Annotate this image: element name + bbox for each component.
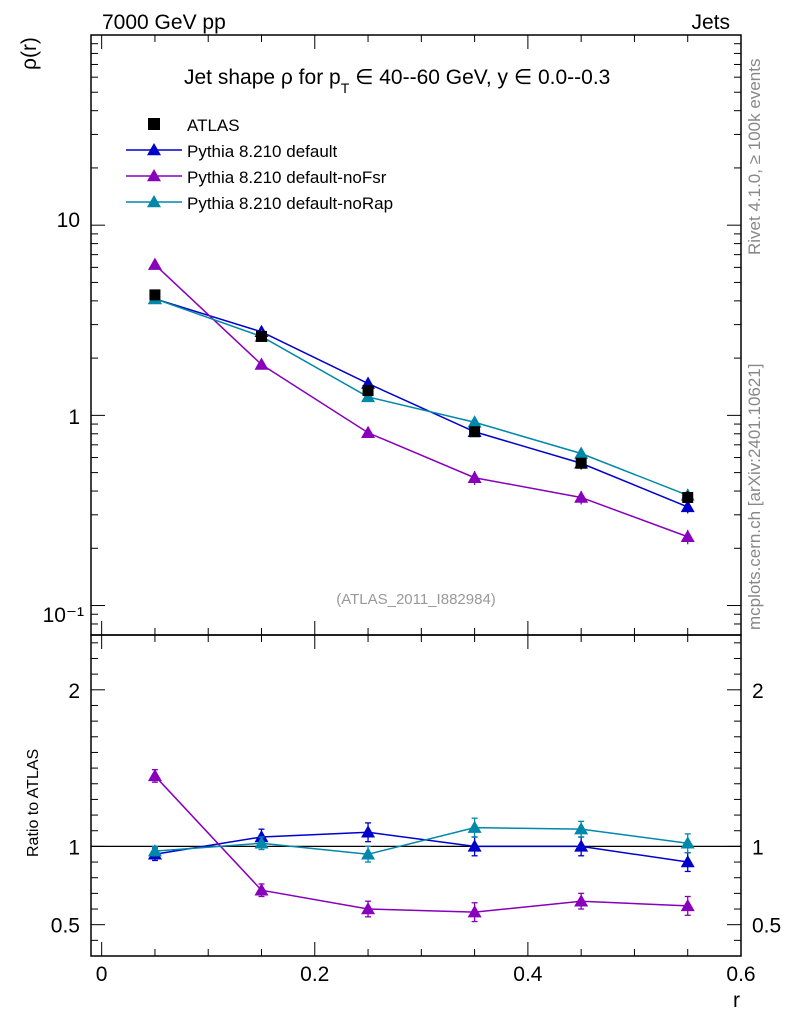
legend-marker (147, 195, 161, 208)
legend-marker (147, 143, 161, 156)
chart-title: Jet shape ρ for pT ∈ 40--60 GeV, y ∈ 0.0… (184, 66, 610, 96)
mcplots-label: mcplots.cern.ch [arXiv:2401.10621] (745, 364, 764, 630)
ratio-point-pythia-8-210-default-nofsr (254, 883, 269, 896)
ratio-point-pythia-8-210-default (574, 839, 589, 852)
ratio-point-pythia-8-210-default-nofsr (147, 768, 162, 782)
legend-label: Pythia 8.210 default-noRap (187, 194, 393, 213)
analysis-label: (ATLAS_2011_I882984) (336, 591, 496, 608)
y-tick-label-1: 1 (68, 406, 80, 429)
ratio-tick-labels: 0.5 0.5 1 1 2 2 (51, 680, 781, 938)
ratio-panel-frame (90, 634, 742, 957)
ratio-point-pythia-8-210-default-norap (574, 822, 589, 835)
ratio-line-pythia-8-210-default (154, 831, 688, 863)
data-point-atlas (575, 457, 587, 469)
ratio-y-axis-label: Ratio to ATLAS (25, 749, 42, 857)
point-pythia-8-210-default-nofsr (680, 529, 695, 542)
legend-label: Pythia 8.210 default-noFsr (187, 168, 387, 187)
data-point-atlas (362, 385, 374, 397)
header-right: Jets (691, 11, 730, 34)
point-pythia-8-210-default-nofsr (467, 470, 482, 483)
point-pythia-8-210-default (680, 499, 695, 513)
point-pythia-8-210-default-norap (467, 415, 482, 428)
ratio-tick-label-left: 2 (68, 680, 80, 703)
ratio-tick-label-right: 0.5 (752, 915, 781, 938)
point-pythia-8-210-default-nofsr (254, 357, 269, 370)
series-line-pythia-8-210-default-norap (154, 298, 688, 496)
series-line-pythia-8-210-default-nofsr (154, 264, 688, 538)
ratio-tick-label-right: 2 (752, 680, 764, 703)
data-point-atlas (469, 426, 481, 438)
legend-label: Pythia 8.210 default (187, 142, 338, 161)
legend-marker-atlas (148, 118, 160, 130)
x-tick-label: 0.2 (300, 963, 329, 986)
series-line-pythia-8-210-default (154, 298, 689, 508)
y-tick-label-10: 10 (57, 209, 80, 232)
x-tick-label: 0 (96, 963, 108, 986)
x-tick-label: 0.6 (726, 963, 755, 986)
point-pythia-8-210-default-nofsr (574, 490, 589, 503)
ratio-point-pythia-8-210-default-norap (680, 836, 695, 849)
ratio-point-pythia-8-210-default (254, 829, 269, 843)
legend-marker (147, 169, 161, 182)
data-point-atlas (682, 491, 694, 503)
data-point-atlas (149, 289, 161, 301)
ratio-point-pythia-8-210-default-nofsr (680, 898, 695, 912)
ratio-point-pythia-8-210-default-norap (467, 820, 482, 833)
ratio-point-pythia-8-210-default (467, 839, 482, 852)
point-pythia-8-210-default-norap (574, 446, 589, 459)
axis-ticks (91, 34, 742, 956)
data-point-atlas (255, 330, 267, 342)
ratio-line-pythia-8-210-default-norap (154, 826, 688, 855)
rivet-label: Rivet 4.1.0, ≥ 100k events (745, 59, 764, 255)
ratio-point-pythia-8-210-default-nofsr (574, 894, 589, 907)
y-tick-label-0.1: 10⁻¹ (43, 604, 84, 627)
legend: ATLAS Pythia 8.210 default Pythia 8.210 de… (126, 116, 393, 213)
ratio-series-group (147, 768, 695, 923)
ratio-point-pythia-8-210-default-nofsr (361, 902, 376, 915)
x-axis-label: r (733, 989, 740, 1012)
ratio-line-pythia-8-210-default-nofsr (154, 775, 688, 913)
ratio-point-pythia-8-210-default-norap (361, 847, 376, 860)
header-left: 7000 GeV pp (102, 11, 226, 34)
ratio-tick-label-left: 0.5 (51, 915, 80, 938)
ratio-point-pythia-8-210-default (680, 855, 695, 868)
ratio-tick-label-right: 1 (752, 836, 764, 859)
ratio-point-pythia-8-210-default-nofsr (467, 905, 482, 918)
ratio-tick-label-left: 1 (68, 836, 80, 859)
x-tick-label: 0.4 (513, 963, 543, 986)
ratio-point-pythia-8-210-default (361, 825, 376, 838)
point-pythia-8-210-default-nofsr (147, 257, 162, 270)
x-tick-labels: 0 0.2 0.4 0.6 (96, 963, 756, 986)
main-series-group (147, 257, 695, 545)
ratio-point-pythia-8-210-default-norap (147, 844, 162, 857)
legend-label-atlas: ATLAS (187, 116, 240, 135)
ratio-point-pythia-8-210-default-norap (254, 836, 269, 849)
y-axis-label: ρ(r) (18, 37, 41, 70)
point-pythia-8-210-default-nofsr (361, 425, 376, 439)
